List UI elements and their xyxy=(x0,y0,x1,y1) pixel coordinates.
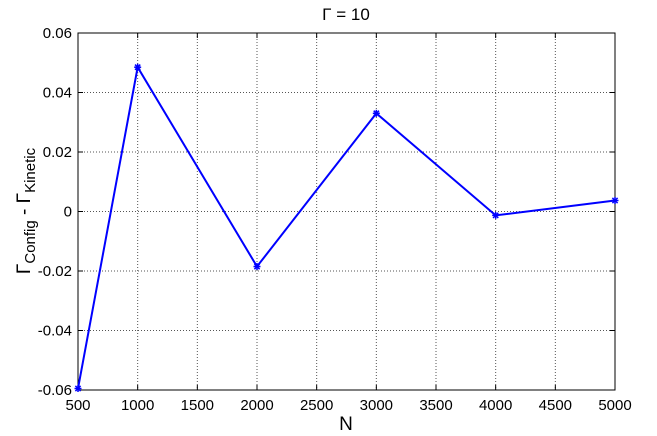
y-tick-label: -0.02 xyxy=(38,263,72,280)
data-point xyxy=(134,63,142,71)
x-tick-label: 2000 xyxy=(240,397,273,414)
series-layer xyxy=(74,63,619,393)
data-point xyxy=(372,109,380,117)
x-tick-label: 4500 xyxy=(539,397,572,414)
data-point xyxy=(74,385,82,393)
y-axis-label-sub1: Config xyxy=(22,220,39,263)
y-axis-label-mid: - Γ xyxy=(14,193,35,220)
x-tick-labels: 500 1000 1500 2000 2500 3000 3500 4000 4500 5000 xyxy=(65,397,631,414)
y-tick-label: -0.06 xyxy=(38,382,72,399)
data-point xyxy=(492,211,500,219)
series-line xyxy=(77,64,616,389)
x-tick-label: 3000 xyxy=(360,397,393,414)
y-axis-label: ΓConfig - ΓKinetic xyxy=(14,147,39,274)
x-tick-label: 2500 xyxy=(300,397,333,414)
y-axis-label-main: Γ xyxy=(14,264,35,274)
x-tick-label: 5000 xyxy=(598,397,631,414)
y-axis-label-sub2: Kinetic xyxy=(22,147,39,193)
data-point xyxy=(611,196,619,204)
y-tick-label: 0.02 xyxy=(43,144,72,161)
y-tick-labels: -0.06 -0.04 -0.02 0 0.02 0.04 0.06 xyxy=(38,25,72,399)
x-axis-label: N xyxy=(339,414,353,435)
x-tick-label: 1500 xyxy=(181,397,214,414)
x-tick-label: 1000 xyxy=(121,397,154,414)
data-point xyxy=(253,263,261,271)
chart-title: Γ = 10 xyxy=(322,5,370,24)
x-tick-label: 500 xyxy=(65,397,90,414)
x-tick-label: 3500 xyxy=(419,397,452,414)
y-tick-label: 0.06 xyxy=(43,25,72,42)
y-tick-label: 0 xyxy=(64,204,72,221)
y-tick-label: -0.04 xyxy=(38,323,72,340)
x-tick-label: 4000 xyxy=(479,397,512,414)
axis-ticks xyxy=(77,32,616,391)
y-tick-label: 0.04 xyxy=(43,85,72,102)
